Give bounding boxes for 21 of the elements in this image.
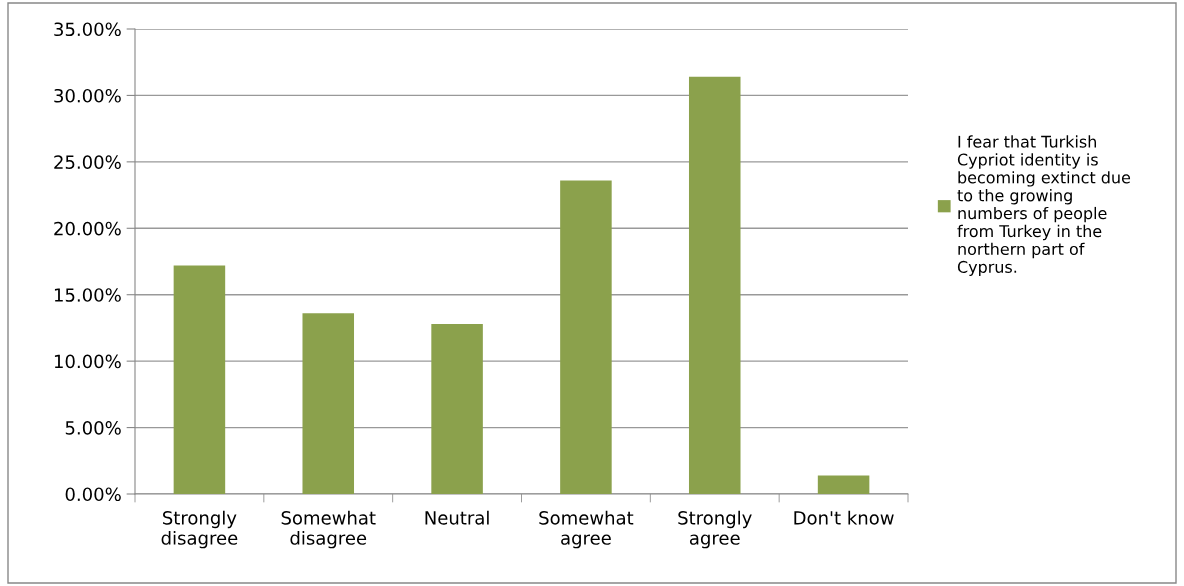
y-tick-label: 10.00% <box>54 354 121 369</box>
bar <box>560 180 612 494</box>
x-tick-label: Strongly agree <box>678 510 752 549</box>
x-tick-label: Somewhat agree <box>539 510 634 549</box>
x-tick-label: Neutral <box>425 510 489 525</box>
y-tick-label: 20.00% <box>54 221 121 236</box>
bar <box>688 76 741 494</box>
y-tick-label: 35.00% <box>54 22 121 37</box>
y-tick-label: 5.00% <box>65 421 121 435</box>
y-tick-label: 25.00% <box>54 155 121 169</box>
x-tick-label: Somewhat disagree <box>281 510 376 549</box>
bar <box>173 265 226 494</box>
x-tick-label: Strongly disagree <box>161 510 238 549</box>
y-tick-label: 30.00% <box>54 88 121 103</box>
bar <box>817 475 870 494</box>
x-tick-label: Don't know <box>794 510 894 525</box>
bar <box>302 313 355 494</box>
legend-label: I fear that Turkish Cypriot identity is becoming extinct due to the growing numbers of people from Turkey in the northern part of Cyprus. <box>957 135 1131 277</box>
y-tick-label: 15.00% <box>54 288 121 302</box>
bar <box>431 323 483 494</box>
y-tick-label: 0.00% <box>65 487 121 502</box>
